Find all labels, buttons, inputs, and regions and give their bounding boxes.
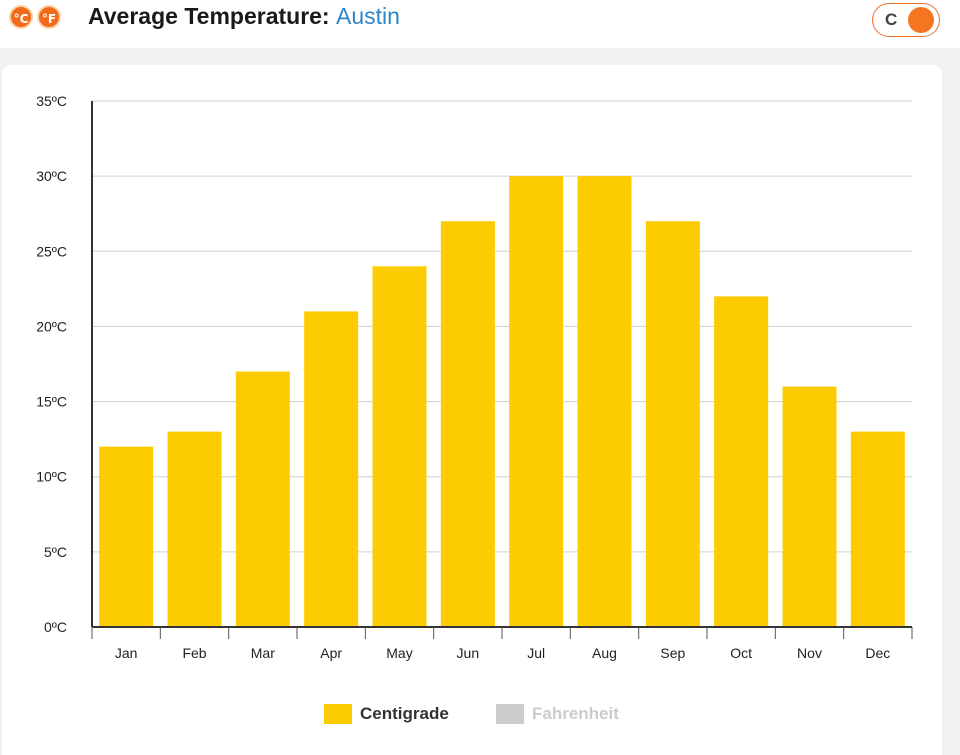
x-tick-label: Oct — [730, 645, 752, 661]
unit-toggle-label: C — [885, 10, 898, 29]
x-tick-label: Jun — [457, 645, 480, 661]
bar-jun[interactable] — [440, 221, 495, 627]
bar-aug[interactable] — [577, 176, 632, 627]
bar-dec[interactable] — [850, 431, 905, 627]
y-tick-label: 25ºC — [36, 243, 67, 259]
toggle-knob — [908, 7, 934, 33]
bar-jul[interactable] — [509, 176, 564, 627]
legend-label-fahrenheit: Fahrenheit — [532, 704, 619, 723]
chart-legend: Centigrade Fahrenheit — [0, 700, 960, 728]
y-tick-label: 0ºC — [44, 619, 67, 635]
bar-sep[interactable] — [645, 221, 700, 627]
x-tick-label: Sep — [660, 645, 685, 661]
bar-feb[interactable] — [167, 431, 222, 627]
x-tick-label: Dec — [865, 645, 890, 661]
y-tick-label: 20ºC — [36, 318, 67, 334]
legend-item-centigrade[interactable]: Centigrade — [324, 700, 449, 728]
y-tick-label: 5ºC — [44, 544, 67, 560]
x-tick-label: Mar — [251, 645, 275, 661]
header-bar: °C °F Average Temperature: Austin C — [0, 0, 960, 48]
bar-apr[interactable] — [304, 311, 359, 627]
bar-mar[interactable] — [235, 371, 290, 627]
y-tick-label: 10ºC — [36, 469, 67, 485]
legend-item-fahrenheit[interactable]: Fahrenheit — [496, 700, 619, 728]
city-link[interactable]: Austin — [335, 3, 400, 29]
y-tick-label: 30ºC — [36, 168, 67, 184]
x-tick-label: Aug — [592, 645, 617, 661]
x-tick-label: Apr — [320, 645, 342, 661]
celsius-icon[interactable]: °C — [9, 5, 33, 29]
legend-label-centigrade: Centigrade — [360, 704, 449, 723]
bar-nov[interactable] — [782, 386, 837, 627]
y-tick-label: 35ºC — [36, 93, 67, 109]
bar-jan[interactable] — [99, 446, 154, 627]
y-tick-label: 15ºC — [36, 394, 67, 410]
unit-toggle[interactable]: C — [872, 3, 940, 37]
legend-swatch-fahrenheit — [496, 704, 524, 724]
legend-swatch-centigrade — [324, 704, 352, 724]
x-tick-label: Jul — [527, 645, 545, 661]
x-tick-label: Nov — [797, 645, 822, 661]
page-title: Average Temperature: Austin — [88, 3, 400, 30]
bar-may[interactable] — [372, 266, 427, 627]
x-tick-label: Jan — [115, 645, 138, 661]
x-tick-label: May — [386, 645, 412, 661]
title-prefix: Average Temperature: — [88, 3, 330, 29]
x-tick-label: Feb — [182, 645, 206, 661]
fahrenheit-icon[interactable]: °F — [37, 5, 61, 29]
bar-oct[interactable] — [714, 296, 769, 627]
